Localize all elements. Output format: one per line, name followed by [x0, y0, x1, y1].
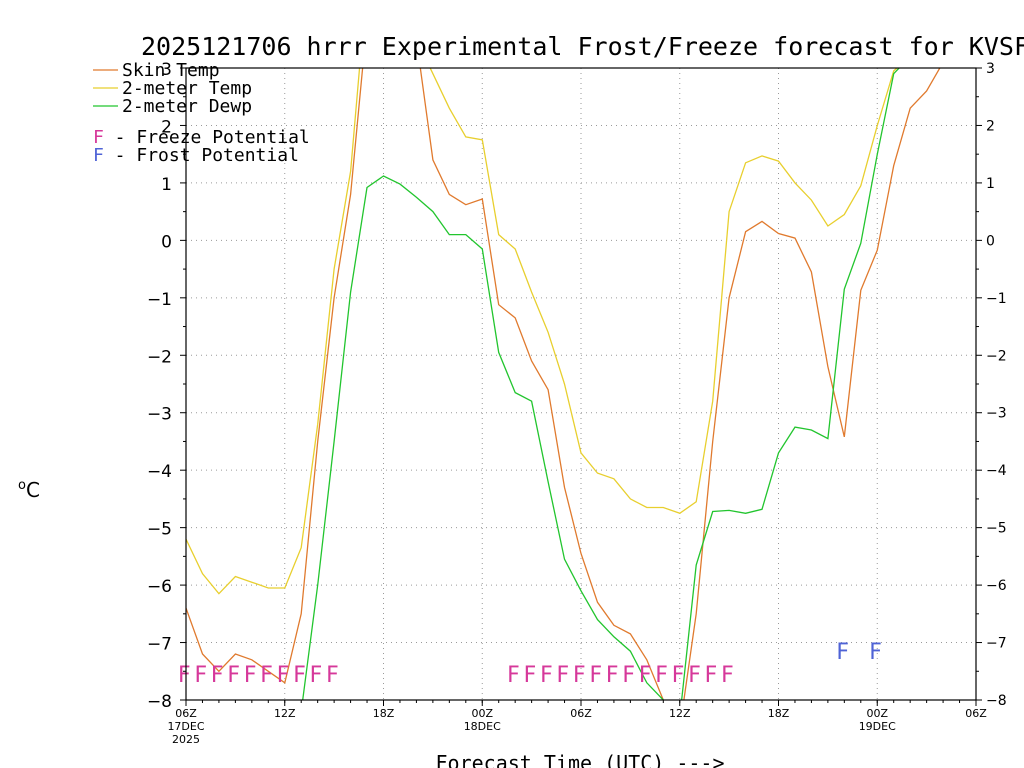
y-tick-label-right: −7 [986, 636, 1007, 652]
series-lines [186, 68, 941, 700]
freeze-marker: F [310, 663, 323, 688]
freeze-marker: F [655, 663, 668, 688]
y-tick-label: −7 [147, 635, 172, 655]
y-axis-label-unit: C [26, 478, 40, 502]
freeze-marker: F [244, 663, 257, 688]
freeze-marker: F [194, 663, 207, 688]
y-tick-label: −6 [147, 577, 172, 597]
y-tick-label-right: −6 [986, 578, 1007, 594]
y-tick-label: 3 [161, 60, 172, 80]
y-tick-label-right: 2 [986, 118, 995, 134]
series-line-2-meter-temp [186, 68, 899, 595]
y-tick-label: −4 [147, 462, 172, 482]
freeze-marker: F [507, 663, 520, 688]
axis-ticks: −8 −8 −7 −7 −6 −6 −5 −5 −4 −4 −3 −3 −2 −2 −1 −1 0 0 1 1 2 2 3 3… [147, 60, 1007, 746]
potential-markers: F F F F F F F F F F F F F F F F F F F F F F F FF F [178, 640, 882, 688]
freeze-marker: F [606, 663, 619, 688]
freeze-marker: F [227, 663, 240, 688]
freeze-marker: F [622, 663, 635, 688]
legend-label: Skin Temp [122, 60, 220, 81]
y-tick-label: −3 [147, 405, 172, 425]
freeze-marker: F [705, 663, 718, 688]
freeze-marker: F [557, 663, 570, 688]
y-tick-label: 0 [161, 232, 172, 252]
freeze-marker: F [688, 663, 701, 688]
x-tick-label: 12Z [274, 707, 296, 720]
grid [185, 67, 977, 701]
x-axis-label: Forecast Time (UTC) ---> [436, 751, 725, 768]
legend-potential-letter: F [93, 145, 104, 166]
y-tick-label-right: −1 [986, 291, 1007, 307]
x-tick-label: 00Z [866, 707, 888, 720]
legend-potential-letter: F [93, 127, 104, 148]
y-tick-label-right: −2 [986, 348, 1007, 364]
y-tick-label-right: 0 [986, 233, 995, 249]
freeze-marker: F [326, 663, 339, 688]
y-tick-label-right: −4 [986, 463, 1007, 479]
x-tick-label: 12Z [669, 707, 691, 720]
y-tick-label: −8 [147, 692, 172, 712]
y-tick-label-right: 1 [986, 176, 995, 192]
x-tick-sublabel: 17DEC [167, 720, 204, 733]
x-tick-label: 18Z [768, 707, 790, 720]
series-line-2-meter-dewp [302, 68, 901, 700]
frost-marker: F [836, 640, 849, 665]
freeze-marker: F [211, 663, 224, 688]
series-line-skin-temp [186, 68, 941, 700]
freeze-marker: F [178, 663, 191, 688]
legend-potential-text: - Freeze Potential [104, 127, 310, 148]
y-tick-label: −5 [147, 520, 172, 540]
y-tick-label: −1 [147, 290, 172, 310]
legend-label: 2-meter Dewp [122, 96, 252, 117]
x-tick-label: 06Z [570, 707, 592, 720]
freeze-marker: F [672, 663, 685, 688]
y-tick-label: −2 [147, 347, 172, 367]
x-tick-sublabel: 19DEC [859, 720, 896, 733]
chart-title: 2025121706 hrrr Experimental Frost/Freez… [141, 32, 1024, 61]
x-tick-label: 18Z [373, 707, 395, 720]
x-tick-label: 06Z [965, 707, 987, 720]
y-tick-label: 1 [161, 175, 172, 195]
y-tick-label-right: −8 [986, 693, 1007, 709]
x-tick-sublabel: 2025 [172, 733, 200, 746]
legend-potential: F - Freeze Potential [93, 127, 310, 148]
x-tick-sublabel: 18DEC [464, 720, 501, 733]
frost-marker: F [869, 640, 882, 665]
legend-potential-text: - Frost Potential [104, 145, 299, 166]
freeze-marker: F [277, 663, 290, 688]
legend-potential: F - Frost Potential [93, 145, 299, 166]
legend-label: 2-meter Temp [122, 78, 252, 99]
freeze-marker: F [589, 663, 602, 688]
y-axis-label: oC [18, 478, 40, 502]
freeze-marker: F [524, 663, 537, 688]
freeze-marker: F [639, 663, 652, 688]
freeze-marker: F [721, 663, 734, 688]
y-tick-label-right: −5 [986, 521, 1007, 537]
x-tick-label: 00Z [471, 707, 493, 720]
freeze-marker: F [260, 663, 273, 688]
y-tick-label-right: 3 [986, 61, 995, 77]
y-tick-label: 2 [161, 117, 172, 137]
y-axis-label-degree: o [18, 478, 26, 493]
x-tick-label: 06Z [175, 707, 197, 720]
y-tick-label-right: −3 [986, 406, 1007, 422]
freeze-marker: F [540, 663, 553, 688]
freeze-marker: F [293, 663, 306, 688]
freeze-marker: F [573, 663, 586, 688]
